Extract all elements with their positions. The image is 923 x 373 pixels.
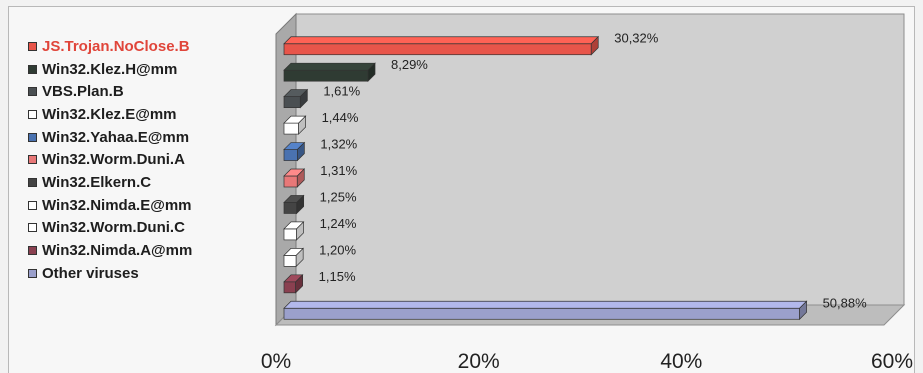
bar-end <box>296 221 304 241</box>
bar-front <box>283 96 301 108</box>
bar-end <box>295 273 304 294</box>
bar-value-label: 1,44% <box>322 110 359 125</box>
legend-item: Win32.Elkern.C <box>28 171 192 194</box>
bar-5 <box>283 141 306 162</box>
bar-front <box>283 149 298 161</box>
x-tick-label: 20% <box>458 350 500 372</box>
bar-10 <box>283 273 304 294</box>
bar-front <box>283 175 298 188</box>
chart-back-wall <box>295 13 905 306</box>
legend-item: Win32.Worm.Duni.C <box>28 217 192 240</box>
bar-front <box>283 122 299 135</box>
legend-swatch <box>28 268 37 278</box>
legend: JS.Trojan.NoClose.B Win32.Klez.H@mm VBS.Pl… <box>28 35 192 285</box>
legend-swatch <box>28 177 37 187</box>
legend-label: Win32.Worm.Duni.C <box>42 219 185 237</box>
bar-front <box>283 202 298 214</box>
legend-item: Win32.Nimda.A@mm <box>28 239 192 262</box>
bar-value-label: 1,25% <box>320 189 357 204</box>
legend-item: Win32.Nimda.E@mm <box>28 194 192 217</box>
legend-swatch <box>28 132 37 142</box>
bar-7 <box>283 194 305 215</box>
value-labels-group: 30,32% 8,29% 1,61% 1,44% 1,32% 1,31% 1,25% 1,24… <box>319 31 867 311</box>
bar-front <box>283 228 297 241</box>
bar-8 <box>283 221 305 241</box>
legend-label: Win32.Yahaa.E@mm <box>42 128 190 146</box>
legend-swatch <box>28 200 37 210</box>
bar-value-label: 1,31% <box>320 163 357 178</box>
legend-item: Win32.Worm.Duni.A <box>28 148 192 171</box>
bars-group <box>283 35 808 321</box>
legend-item: Win32.Klez.E@mm <box>28 103 192 126</box>
legend-item: Win32.Klez.H@mm <box>28 58 192 81</box>
bar-top <box>283 62 376 71</box>
legend-label: Other viruses <box>42 264 139 282</box>
bar-top <box>283 300 808 309</box>
legend-label: Win32.Nimda.E@mm <box>42 196 192 214</box>
legend-label: Win32.Elkern.C <box>42 173 152 191</box>
bar-value-label: 1,61% <box>323 84 360 99</box>
bar-end <box>296 168 305 188</box>
legend-label: JS.Trojan.NoClose.B <box>42 37 190 55</box>
legend-swatch <box>28 87 37 97</box>
legend-swatch <box>28 246 37 256</box>
legend-swatch <box>28 223 37 233</box>
bar-end <box>367 62 376 83</box>
bar-value-label: 30,32% <box>614 31 659 46</box>
legend-swatch <box>28 155 37 165</box>
bar-end <box>297 141 305 162</box>
legend-item: Other viruses <box>28 262 192 285</box>
legend-swatch <box>28 64 37 74</box>
legend-item: Win32.Yahaa.E@mm <box>28 126 192 149</box>
bar-4 <box>283 115 307 135</box>
legend-swatch <box>28 109 37 119</box>
bar-value-label: 1,20% <box>319 242 356 257</box>
bar-3 <box>283 88 309 109</box>
bar-11 <box>283 300 808 321</box>
bar-front <box>283 255 297 267</box>
legend-label: VBS.Plan.B <box>42 83 124 101</box>
bar-end <box>299 88 308 109</box>
legend-label: Win32.Klez.H@mm <box>42 60 178 78</box>
bar-front <box>283 43 592 56</box>
legend-swatch <box>28 41 37 51</box>
bar-value-label: 1,15% <box>319 269 356 284</box>
bar-end <box>295 247 304 268</box>
bar-value-label: 50,88% <box>823 295 868 310</box>
bar-end <box>298 115 306 135</box>
x-tick-label: 60% <box>871 350 913 372</box>
bar-9 <box>283 247 305 268</box>
legend-label: Win32.Nimda.A@mm <box>42 242 193 260</box>
bar-end <box>590 35 599 56</box>
x-tick-label: 40% <box>660 350 702 372</box>
legend-item: JS.Trojan.NoClose.B <box>28 35 192 58</box>
legend-item: VBS.Plan.B <box>28 80 192 103</box>
legend-label: Win32.Worm.Duni.A <box>42 151 185 169</box>
bar-2 <box>283 62 376 83</box>
bar-end <box>296 194 305 215</box>
bar-front <box>283 281 297 294</box>
bar-front <box>283 69 369 82</box>
bar-top <box>283 36 600 45</box>
legend-label: Win32.Klez.E@mm <box>42 105 177 123</box>
bar-value-label: 1,32% <box>320 137 357 152</box>
bar-value-label: 1,24% <box>320 216 357 231</box>
bar-1 <box>283 35 600 56</box>
x-axis-ticks: 0% 20% 40% 60% <box>261 350 913 372</box>
bar-end <box>799 300 807 321</box>
x-tick-label: 0% <box>261 350 291 372</box>
bar-6 <box>283 168 306 188</box>
bar-front <box>283 307 800 320</box>
bar-value-label: 8,29% <box>391 57 428 72</box>
